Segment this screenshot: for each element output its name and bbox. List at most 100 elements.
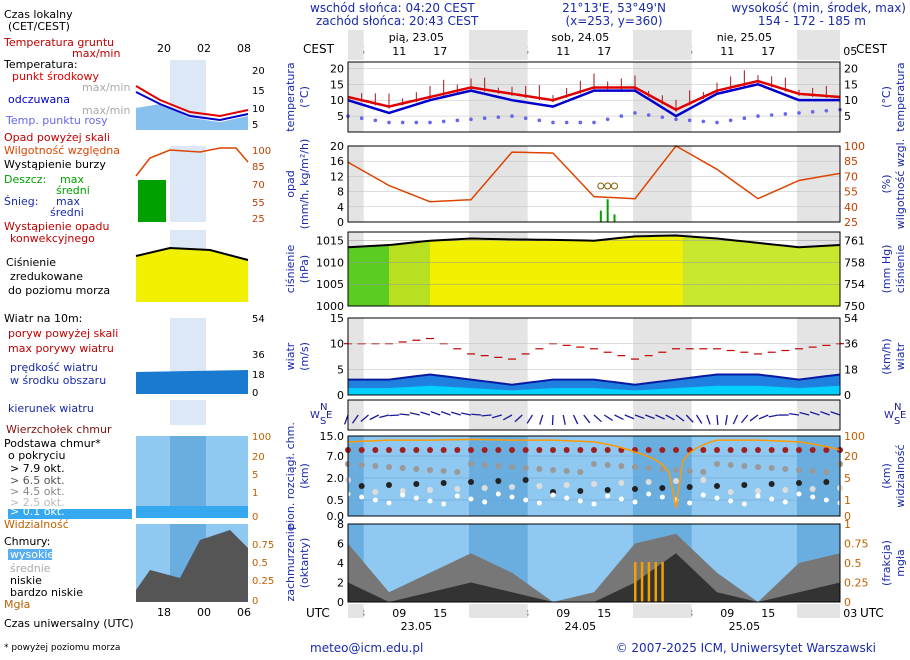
temp-tick: 5 <box>337 110 344 123</box>
cloud-base-point <box>440 480 447 486</box>
pressure-fill <box>641 236 650 306</box>
cloud-base-point <box>659 494 665 500</box>
pressure-fill <box>498 239 506 306</box>
cloud-base-point <box>700 477 707 483</box>
temp-tick-right: 5 <box>844 110 851 123</box>
legend-entry: Temperatura: <box>3 58 78 71</box>
pressure-fill <box>771 244 779 306</box>
pressure-fill <box>730 239 738 306</box>
dewpoint-point <box>783 112 788 116</box>
hour-tick-bottom: 15 <box>761 607 775 620</box>
axis-unit-right: (frakcja) <box>880 540 893 586</box>
cloudbase-tick: 15.0 <box>320 430 345 443</box>
cloud-base-point <box>386 482 392 488</box>
pressure-fill <box>525 239 533 306</box>
mini-hour-bottom: 06 <box>237 606 251 619</box>
mini-fog-tick: 0.5 <box>252 558 268 569</box>
mini-visibility-tick: 1 <box>252 488 258 499</box>
wind-direction-arrow <box>471 413 482 416</box>
cloud-base-point <box>741 482 748 488</box>
legend-entry: max/min <box>82 81 130 94</box>
high-cloud-highlight <box>8 549 52 560</box>
cloud-base-point <box>782 487 789 493</box>
hour-tick-bottom: 09 <box>392 607 406 620</box>
hour-tick-bottom: 03 <box>843 607 857 620</box>
pressure-fill <box>361 246 369 306</box>
mini-night-band <box>170 146 206 222</box>
fog-bar <box>654 562 657 602</box>
dewpoint-point <box>633 111 637 115</box>
pressure-fill <box>416 242 424 306</box>
cloud-base-point <box>495 491 501 497</box>
cloud-base-point <box>659 466 666 472</box>
hour-tick-top: 11 <box>392 45 406 58</box>
cloud-base-point <box>577 469 584 475</box>
dewpoint-point <box>469 117 473 122</box>
mini-wind-tick: 18 <box>252 370 265 381</box>
pressure-fill <box>758 242 766 306</box>
storm-marker <box>604 182 612 190</box>
axis-title-left: temperatura <box>284 62 297 131</box>
cloud-base-point <box>755 464 761 470</box>
pressure-fill <box>764 243 773 306</box>
legend-entry: punkt środkowy <box>12 70 100 83</box>
wind-direction-arrow <box>634 414 645 420</box>
cloud-base-point <box>618 480 625 486</box>
legend-entry: odczuwana <box>8 93 70 106</box>
mini-temp-tick: 15 <box>252 86 265 97</box>
temp-tick-right: 20 <box>844 62 858 75</box>
night-band <box>348 318 364 395</box>
pressure-fill <box>819 246 827 306</box>
visibility-tick: 1 <box>844 494 851 507</box>
cloud-top-point <box>372 447 379 453</box>
rain-bar <box>606 199 609 222</box>
dewpoint-point <box>824 108 829 113</box>
pressure-fill <box>409 242 417 306</box>
cloud-base-point <box>796 491 802 497</box>
cloud-top-point <box>591 447 597 453</box>
humidity-tick: 85 <box>844 155 858 168</box>
fog-bar <box>661 562 664 602</box>
pressure-tick: 1005 <box>316 278 344 291</box>
wind-direction-arrow <box>440 411 451 416</box>
cloud-base-point <box>823 469 830 475</box>
wind-direction-arrow <box>514 414 523 423</box>
wind-direction-arrow <box>614 414 624 421</box>
pressure-tick: 1000 <box>316 300 344 313</box>
legend-entry: > 4.5 okt. <box>10 485 65 498</box>
hour-tick-bottom: 15 <box>597 607 611 620</box>
cloud-base-point <box>481 485 488 491</box>
mini-rain-bar <box>138 180 166 222</box>
cloud-base-point <box>741 501 747 507</box>
legend-entry: bardzo niskie <box>10 586 83 599</box>
visibility-tick: 5 <box>844 472 851 485</box>
legend-entry: max <box>56 195 80 208</box>
clouds-panel-frame <box>347 523 841 603</box>
compass-right-w: W <box>884 410 894 421</box>
pressure-fill <box>833 245 841 306</box>
legend-entry: średnie <box>10 562 51 575</box>
cloud-base-point <box>809 468 816 474</box>
utc-label: UTC <box>306 606 330 620</box>
legend-entry: Opad powyżej skali <box>4 131 110 144</box>
dewpoint-point <box>742 116 747 121</box>
cloud-top-point <box>823 447 830 453</box>
cloud-base-point <box>522 477 529 483</box>
axis-unit-left: (°C) <box>298 86 311 108</box>
wind-tick: 10 <box>330 338 344 351</box>
wind-direction-arrow <box>724 414 728 425</box>
pressure-fill <box>382 245 390 306</box>
mini-pressure-fill <box>136 248 248 302</box>
pressure-fill <box>628 237 636 306</box>
cloud-base-point <box>550 492 556 498</box>
cloud-top-point <box>427 447 433 453</box>
pressure-fill <box>518 239 527 306</box>
dewpoint-point <box>592 120 596 125</box>
axis-unit-left: (oktanty) <box>298 538 311 589</box>
precip-tick: 12 <box>330 170 344 183</box>
wind-direction-arrow <box>706 414 711 425</box>
cloud-base-point <box>645 465 652 471</box>
wind-direction-arrow <box>645 414 655 420</box>
cloud-base-point <box>769 496 775 502</box>
cloud-base-point <box>741 463 748 469</box>
